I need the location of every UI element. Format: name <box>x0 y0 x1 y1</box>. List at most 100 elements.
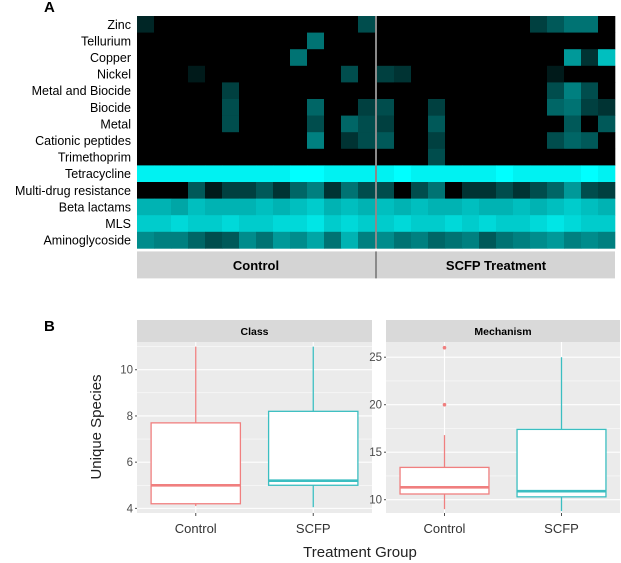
heatmap-cell <box>479 99 497 116</box>
heatmap-cell <box>581 165 599 183</box>
x-tick-label: SCFP <box>296 521 331 536</box>
row-label: MLS <box>105 217 131 231</box>
heatmap-cell <box>462 82 480 100</box>
heatmap-cell <box>256 82 274 100</box>
heatmap-cell <box>324 231 342 249</box>
heatmap-cell <box>598 32 616 50</box>
heatmap-cell <box>154 16 172 33</box>
heatmap-cell <box>137 16 155 33</box>
heatmap-cell <box>256 16 274 33</box>
heatmap-cell <box>239 82 257 100</box>
heatmap-cell <box>462 165 480 183</box>
heatmap-cell <box>273 49 291 67</box>
row-label: Copper <box>90 51 131 65</box>
heatmap-cell <box>530 99 548 116</box>
heatmap-cell <box>239 182 257 199</box>
heatmap-cell <box>581 215 599 233</box>
heatmap-cell <box>273 165 291 183</box>
heatmap-cell <box>411 82 429 100</box>
heatmap-cell <box>411 182 429 199</box>
heatmap-cell <box>564 115 582 133</box>
heatmap-cell <box>171 165 189 183</box>
row-label: Cationic peptides <box>35 134 131 148</box>
heatmap-cell <box>205 16 223 33</box>
heatmap-cell <box>411 215 429 233</box>
heatmap-cell <box>530 148 548 166</box>
heatmap-cell <box>307 182 325 199</box>
heatmap-cell <box>496 99 514 116</box>
heatmap-cell <box>598 165 616 183</box>
heatmap-cell <box>530 132 548 150</box>
heatmap-cell <box>428 65 446 83</box>
heatmap-cell <box>479 49 497 67</box>
heatmap-cell <box>445 32 463 50</box>
heatmap-cell <box>222 32 240 50</box>
strip-divider <box>375 251 377 279</box>
heatmap-cell <box>358 32 376 50</box>
heatmap-cell <box>564 32 582 50</box>
heatmap-cell <box>547 49 565 67</box>
heatmap-cell <box>445 49 463 67</box>
heatmap-cell <box>307 99 325 116</box>
row-label: Nickel <box>97 68 131 82</box>
heatmap-cell <box>377 198 395 216</box>
heatmap-cell <box>530 16 548 33</box>
heatmap-cell <box>154 182 172 199</box>
heatmap-cell <box>564 198 582 216</box>
heatmap-cell <box>513 82 531 100</box>
heatmap-cell <box>411 132 429 150</box>
heatmap-cell <box>307 132 325 150</box>
heatmap-cell <box>530 49 548 67</box>
heatmap-cell <box>307 82 325 100</box>
heatmap-cell <box>513 182 531 199</box>
heatmap-cell <box>358 65 376 83</box>
heatmap-cell <box>358 198 376 216</box>
heatmap-cell <box>462 182 480 199</box>
heatmap-cell <box>377 182 395 199</box>
heatmap-cell <box>290 148 308 166</box>
panel-label-b: B <box>44 318 55 335</box>
heatmap-cell <box>496 215 514 233</box>
heatmap-cell <box>394 231 412 249</box>
heatmap-cell <box>394 32 412 50</box>
heatmap-cell <box>222 16 240 33</box>
heatmap-cell <box>273 148 291 166</box>
heatmap-cell <box>239 49 257 67</box>
heatmap-cell <box>239 65 257 83</box>
heatmap-cell <box>256 49 274 67</box>
heatmap-cell <box>462 65 480 83</box>
heatmap-cell <box>307 165 325 183</box>
x-tick-label: Control <box>175 521 217 536</box>
heatmap-cell <box>256 65 274 83</box>
heatmap-cell <box>377 49 395 67</box>
heatmap-cell <box>222 148 240 166</box>
heatmap-cell <box>137 182 155 199</box>
heatmap-cell <box>290 132 308 150</box>
heatmap-cell <box>222 231 240 249</box>
heatmap-cell <box>445 16 463 33</box>
heatmap-cell <box>358 82 376 100</box>
heatmap-cell <box>394 16 412 33</box>
heatmap-cell <box>513 231 531 249</box>
heatmap-cell <box>530 231 548 249</box>
heatmap-cell <box>137 215 155 233</box>
heatmap-cell <box>547 99 565 116</box>
heatmap-cell <box>479 148 497 166</box>
group-label: Control <box>233 258 279 273</box>
heatmap-cell <box>547 231 565 249</box>
heatmap-cell <box>479 132 497 150</box>
heatmap-cell <box>239 148 257 166</box>
heatmap-cell <box>530 165 548 183</box>
heatmap-cell <box>222 99 240 116</box>
heatmap-cell <box>341 99 359 116</box>
group-strip <box>377 251 615 279</box>
heatmap-cell <box>324 32 342 50</box>
heatmap-cell <box>394 65 412 83</box>
heatmap-cell <box>273 132 291 150</box>
heatmap-cell <box>239 231 257 249</box>
heatmap-cell <box>496 65 514 83</box>
heatmap-cell <box>273 215 291 233</box>
heatmap-cell <box>462 215 480 233</box>
heatmap-cell <box>239 16 257 33</box>
heatmap-cell <box>341 215 359 233</box>
